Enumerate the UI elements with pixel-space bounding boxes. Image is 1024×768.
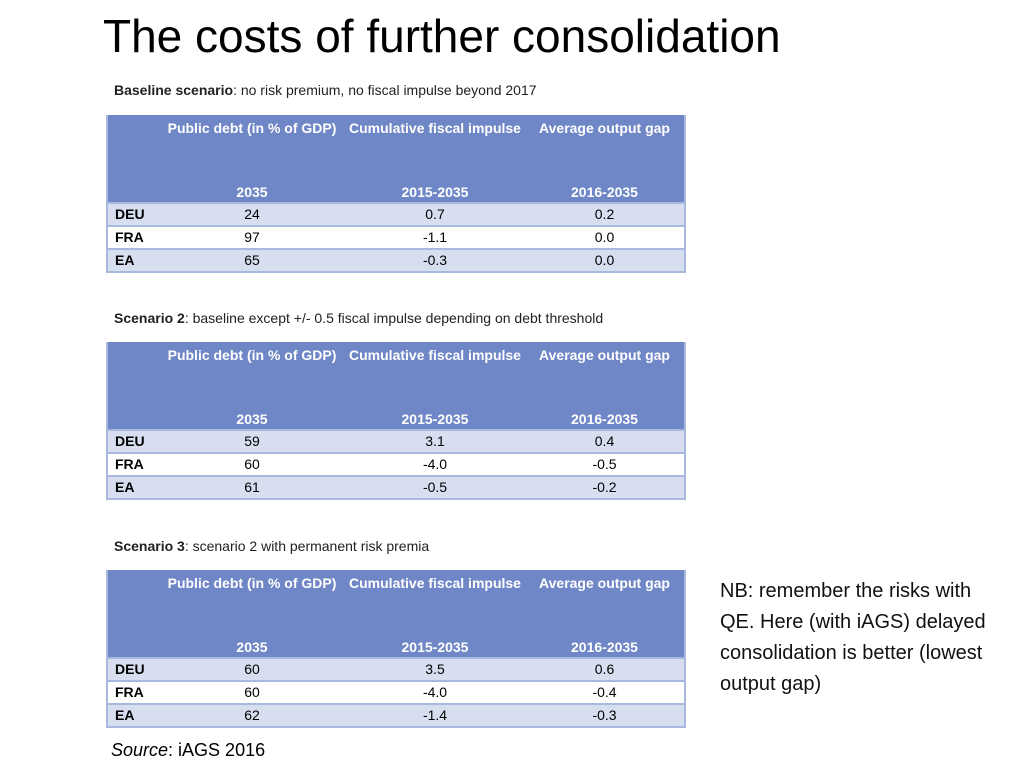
country-cell: DEU — [107, 429, 159, 453]
table-row: DEU 24 0.7 0.2 — [107, 202, 685, 226]
country-cell: EA — [107, 703, 159, 727]
scenario-3-label: Scenario 3 — [114, 538, 185, 554]
debt-cell: 60 — [159, 452, 345, 476]
scenario-3-description: : scenario 2 with permanent risk premia — [184, 538, 430, 554]
table-row: DEU 60 3.5 0.6 — [107, 657, 685, 681]
subheader-debt-year: 2035 — [159, 409, 345, 430]
subheader-impulse-period: 2015-2035 — [345, 637, 525, 658]
scenario-2-description: : baseline except +/- 0.5 fiscal impulse… — [184, 310, 604, 326]
debt-cell: 65 — [159, 248, 345, 272]
scenario-1-description: : no risk premium, no fiscal impulse bey… — [233, 82, 537, 98]
source-line: Source: iAGS 2016 — [111, 738, 265, 762]
country-cell: FRA — [107, 225, 159, 249]
gap-cell: 0.2 — [525, 202, 685, 226]
table-row: DEU 59 3.1 0.4 — [107, 429, 685, 453]
impulse-cell: -0.3 — [345, 248, 525, 272]
impulse-cell: 3.1 — [345, 429, 525, 453]
header-public-debt: Public debt (in % of GDP) — [159, 342, 345, 409]
subheader-debt-year: 2035 — [159, 637, 345, 658]
scenario-2-table: Public debt (in % of GDP) Cumulative fis… — [106, 342, 686, 500]
source-label: Source — [111, 740, 169, 760]
gap-cell: -0.3 — [525, 703, 685, 727]
country-cell: EA — [107, 475, 159, 499]
table-row: EA 61 -0.5 -0.2 — [107, 475, 685, 499]
gap-cell: 0.0 — [525, 225, 685, 249]
scenario-1-caption: Baseline scenario: no risk premium, no f… — [114, 81, 537, 99]
country-cell: FRA — [107, 452, 159, 476]
scenario-3-caption: Scenario 3: scenario 2 with permanent ri… — [114, 537, 429, 555]
scenario-2-label: Scenario 2 — [114, 310, 185, 326]
impulse-cell: -4.0 — [345, 452, 525, 476]
gap-cell: 0.6 — [525, 657, 685, 681]
debt-cell: 62 — [159, 703, 345, 727]
header-output-gap: Average output gap — [525, 570, 685, 637]
debt-cell: 24 — [159, 202, 345, 226]
country-cell: DEU — [107, 657, 159, 681]
debt-cell: 59 — [159, 429, 345, 453]
table-row: EA 62 -1.4 -0.3 — [107, 703, 685, 727]
debt-cell: 61 — [159, 475, 345, 499]
header-fiscal-impulse: Cumulative fiscal impulse — [345, 342, 525, 409]
header-blank — [107, 115, 159, 182]
header-output-gap: Average output gap — [525, 115, 685, 182]
scenario-1-label: Baseline scenario — [114, 82, 234, 98]
source-text: : iAGS 2016 — [168, 740, 266, 760]
slide-title: The costs of further consolidation — [103, 10, 781, 62]
debt-cell: 97 — [159, 225, 345, 249]
header-blank — [107, 570, 159, 637]
header-blank — [107, 342, 159, 409]
header-public-debt: Public debt (in % of GDP) — [159, 570, 345, 637]
impulse-cell: -4.0 — [345, 680, 525, 704]
subheader-gap-period: 2016-2035 — [525, 182, 685, 203]
gap-cell: -0.4 — [525, 680, 685, 704]
subheader-gap-period: 2016-2035 — [525, 409, 685, 430]
debt-cell: 60 — [159, 657, 345, 681]
scenario-1-table: Public debt (in % of GDP) Cumulative fis… — [106, 115, 686, 273]
impulse-cell: -1.4 — [345, 703, 525, 727]
impulse-cell: -1.1 — [345, 225, 525, 249]
subheader-impulse-period: 2015-2035 — [345, 409, 525, 430]
scenario-3-table: Public debt (in % of GDP) Cumulative fis… — [106, 570, 686, 728]
impulse-cell: -0.5 — [345, 475, 525, 499]
header-fiscal-impulse: Cumulative fiscal impulse — [345, 115, 525, 182]
gap-cell: 0.4 — [525, 429, 685, 453]
impulse-cell: 0.7 — [345, 202, 525, 226]
country-cell: DEU — [107, 202, 159, 226]
gap-cell: -0.2 — [525, 475, 685, 499]
subheader-impulse-period: 2015-2035 — [345, 182, 525, 203]
subheader-gap-period: 2016-2035 — [525, 637, 685, 658]
gap-cell: 0.0 — [525, 248, 685, 272]
header-output-gap: Average output gap — [525, 342, 685, 409]
debt-cell: 60 — [159, 680, 345, 704]
table-row: FRA 97 -1.1 0.0 — [107, 225, 685, 249]
country-cell: FRA — [107, 680, 159, 704]
subheader-blank — [107, 409, 159, 430]
table-row: EA 65 -0.3 0.0 — [107, 248, 685, 272]
subheader-blank — [107, 182, 159, 203]
header-fiscal-impulse: Cumulative fiscal impulse — [345, 570, 525, 637]
subheader-debt-year: 2035 — [159, 182, 345, 203]
impulse-cell: 3.5 — [345, 657, 525, 681]
scenario-2-caption: Scenario 2: baseline except +/- 0.5 fisc… — [114, 309, 603, 327]
table-row: FRA 60 -4.0 -0.4 — [107, 680, 685, 704]
gap-cell: -0.5 — [525, 452, 685, 476]
table-row: FRA 60 -4.0 -0.5 — [107, 452, 685, 476]
subheader-blank — [107, 637, 159, 658]
country-cell: EA — [107, 248, 159, 272]
note-text: NB: remember the risks with QE. Here (wi… — [720, 580, 986, 695]
header-public-debt: Public debt (in % of GDP) — [159, 115, 345, 182]
